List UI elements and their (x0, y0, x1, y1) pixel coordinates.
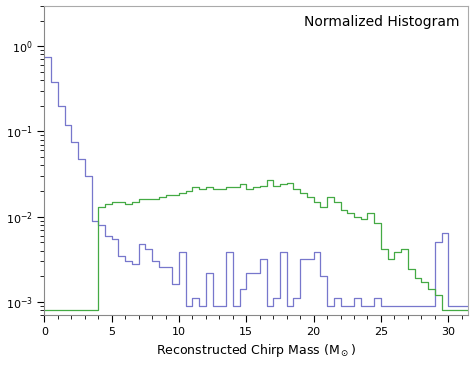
X-axis label: Reconstructed Chirp Mass (M$_\odot$): Reconstructed Chirp Mass (M$_\odot$) (156, 342, 356, 360)
Text: Normalized Histogram: Normalized Histogram (304, 15, 460, 29)
